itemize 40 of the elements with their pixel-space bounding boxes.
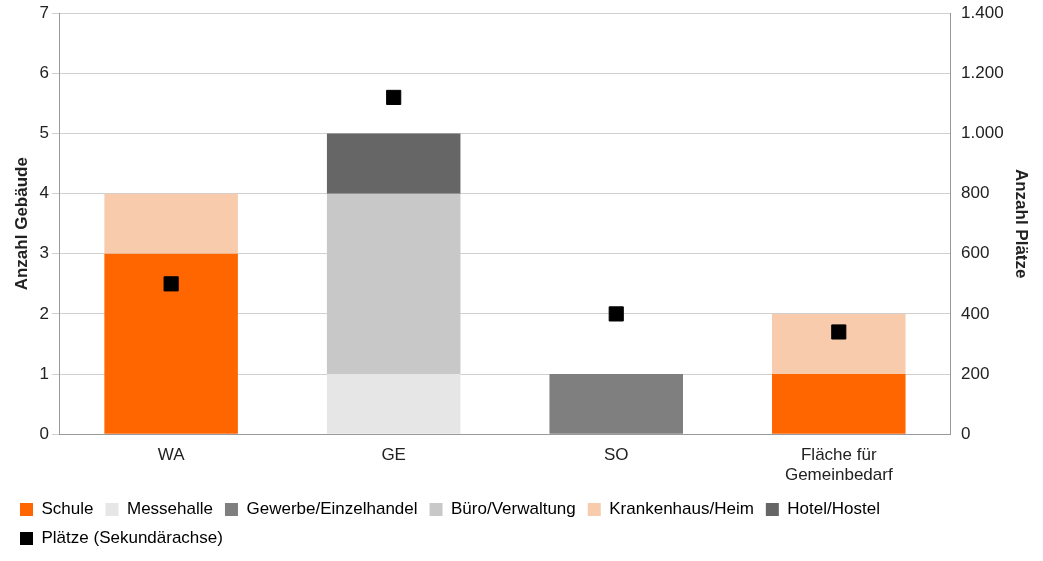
y2-tick-label: 0 [961, 423, 971, 443]
point [386, 89, 402, 105]
y-tick-label: 5 [39, 123, 49, 143]
y2-tick-label: 1.400 [961, 2, 1004, 22]
y-tick-label: 0 [39, 423, 49, 443]
bar [104, 253, 238, 434]
point [163, 276, 179, 292]
x-tick-label: WA [157, 445, 186, 465]
bar [772, 313, 906, 375]
x-tick-label: SO [603, 445, 629, 465]
bar [772, 374, 906, 434]
y-tick-label: 4 [39, 183, 49, 203]
bar [326, 374, 461, 434]
point [831, 324, 847, 340]
legend-label: Krankenhaus/Heim [609, 499, 754, 519]
legend-label: Messehalle [126, 499, 213, 519]
legend-label: Büro/Verwaltung [451, 499, 576, 519]
legend-label: Hotel/Hostel [787, 499, 880, 519]
legend-label: Plätze (Sekundärachse) [41, 528, 223, 548]
y-tick-label: 7 [39, 2, 49, 22]
legend-label: Gewerbe/Einzelhandel [246, 499, 418, 519]
y-tick-label: 2 [39, 303, 49, 323]
y-tick-label: 3 [39, 243, 49, 263]
y-tick-label: 6 [39, 63, 49, 83]
y2-tick-label: 1.200 [961, 63, 1004, 83]
y2-tick-label: 400 [961, 303, 990, 323]
y-axis-title: Anzahl Gebäude [11, 157, 31, 291]
x-tick-label: Fläche für Gemeinbedarf [784, 445, 893, 485]
y2-axis-title: Anzahl Plätze [1012, 168, 1032, 279]
legend-label: Schule [41, 499, 94, 519]
y-tick-label: 1 [39, 363, 49, 383]
point [608, 306, 624, 322]
y2-tick-label: 600 [961, 243, 990, 263]
y2-tick-label: 800 [961, 183, 990, 203]
bar [326, 133, 461, 194]
bar [104, 193, 238, 254]
y2-tick-label: 1.000 [961, 123, 1004, 143]
y2-tick-label: 200 [961, 363, 990, 383]
x-tick-label: GE [381, 445, 406, 465]
bar [549, 374, 683, 434]
